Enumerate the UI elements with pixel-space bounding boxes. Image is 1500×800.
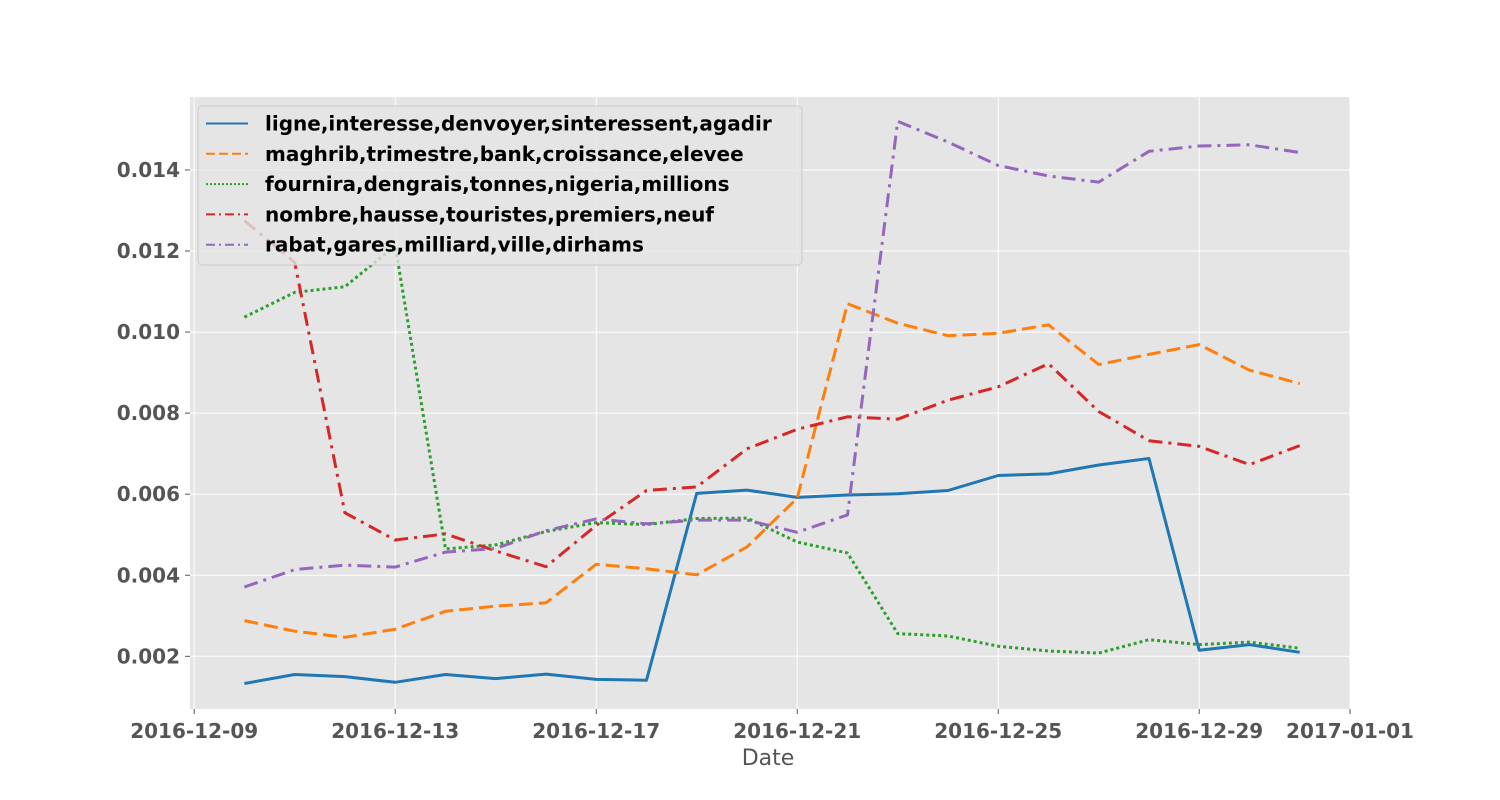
legend-entry: ligne,interesse,denvoyer,sinteressent,ag…	[206, 112, 772, 136]
y-tick-label: 0.014	[117, 158, 180, 182]
legend-label: maghrib,trimestre,bank,croissance,elevee	[265, 142, 744, 166]
series-1	[244, 457, 1300, 685]
series-line	[243, 219, 1301, 569]
y-tick-label: 0.012	[117, 239, 180, 263]
series-line	[244, 302, 1301, 639]
x-tick-label: 2016-12-09	[130, 719, 258, 743]
y-axis: 0.002 0.004 0.006 0.008 0.010 0.012 0.014	[117, 158, 190, 668]
y-tick-label: 0.002	[117, 644, 180, 668]
x-tick-label: 2016-12-29	[1135, 719, 1263, 743]
x-axis: 2016-12-09 2016-12-13 2016-12-17 2016-12-21…	[130, 709, 1414, 743]
legend-box	[197, 105, 803, 266]
series-layer	[243, 119, 1301, 685]
y-tick-label: 0.006	[117, 482, 180, 506]
x-tick-label: 2016-12-13	[331, 719, 459, 743]
series-5	[243, 119, 1300, 589]
x-tick-label: 2016-12-21	[733, 719, 861, 743]
series-line	[243, 119, 1300, 589]
legend: ligne,interesse,denvoyer,sinteressent,ag…	[197, 105, 803, 266]
y-tick-label: 0.004	[117, 563, 180, 587]
y-tick-label: 0.010	[117, 320, 180, 344]
legend-entry: rabat,gares,milliard,ville,dirhams	[206, 233, 644, 257]
series-line	[244, 457, 1300, 685]
legend-entry: fournira,dengrais,tonnes,nigeria,million…	[206, 172, 730, 196]
series-3	[243, 244, 1300, 655]
legend-label: nombre,hausse,touristes,premiers,neuf	[265, 202, 714, 226]
legend-label: ligne,interesse,denvoyer,sinteressent,ag…	[265, 112, 772, 136]
series-line	[243, 244, 1300, 655]
x-tick-label: 2016-12-25	[934, 719, 1062, 743]
y-tick-label: 0.008	[117, 401, 180, 425]
legend-entry: nombre,hausse,touristes,premiers,neuf	[206, 202, 714, 226]
series-2	[244, 302, 1301, 639]
legend-label: rabat,gares,milliard,ville,dirhams	[265, 233, 644, 257]
x-axis-label: Date	[742, 746, 795, 771]
x-tick-label: 2017-01-01	[1286, 719, 1414, 743]
x-tick-label: 2016-12-17	[532, 719, 660, 743]
legend-entry: maghrib,trimestre,bank,croissance,elevee	[206, 142, 744, 166]
legend-label: fournira,dengrais,tonnes,nigeria,million…	[265, 172, 730, 196]
